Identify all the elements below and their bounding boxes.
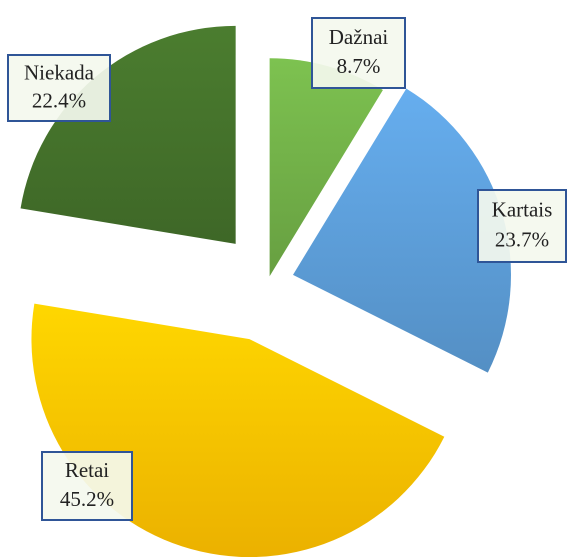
data-label-name: Kartais	[492, 197, 553, 221]
data-label-value: 8.7%	[337, 54, 381, 78]
pie-slice	[20, 25, 236, 244]
data-label-box	[41, 451, 133, 521]
pie-slice	[31, 303, 445, 557]
data-label-name: Retai	[65, 458, 109, 482]
data-label-box	[477, 189, 567, 263]
data-label-value: 22.4%	[32, 88, 86, 112]
pie-slice	[269, 58, 383, 277]
data-label-box	[7, 54, 111, 122]
pie-slice	[292, 88, 511, 373]
data-label-name: Dažnai	[329, 25, 389, 49]
data-label-name: Niekada	[24, 61, 95, 85]
data-label-box	[311, 17, 406, 89]
data-label-value: 23.7%	[495, 228, 549, 252]
data-label-value: 45.2%	[60, 487, 114, 511]
